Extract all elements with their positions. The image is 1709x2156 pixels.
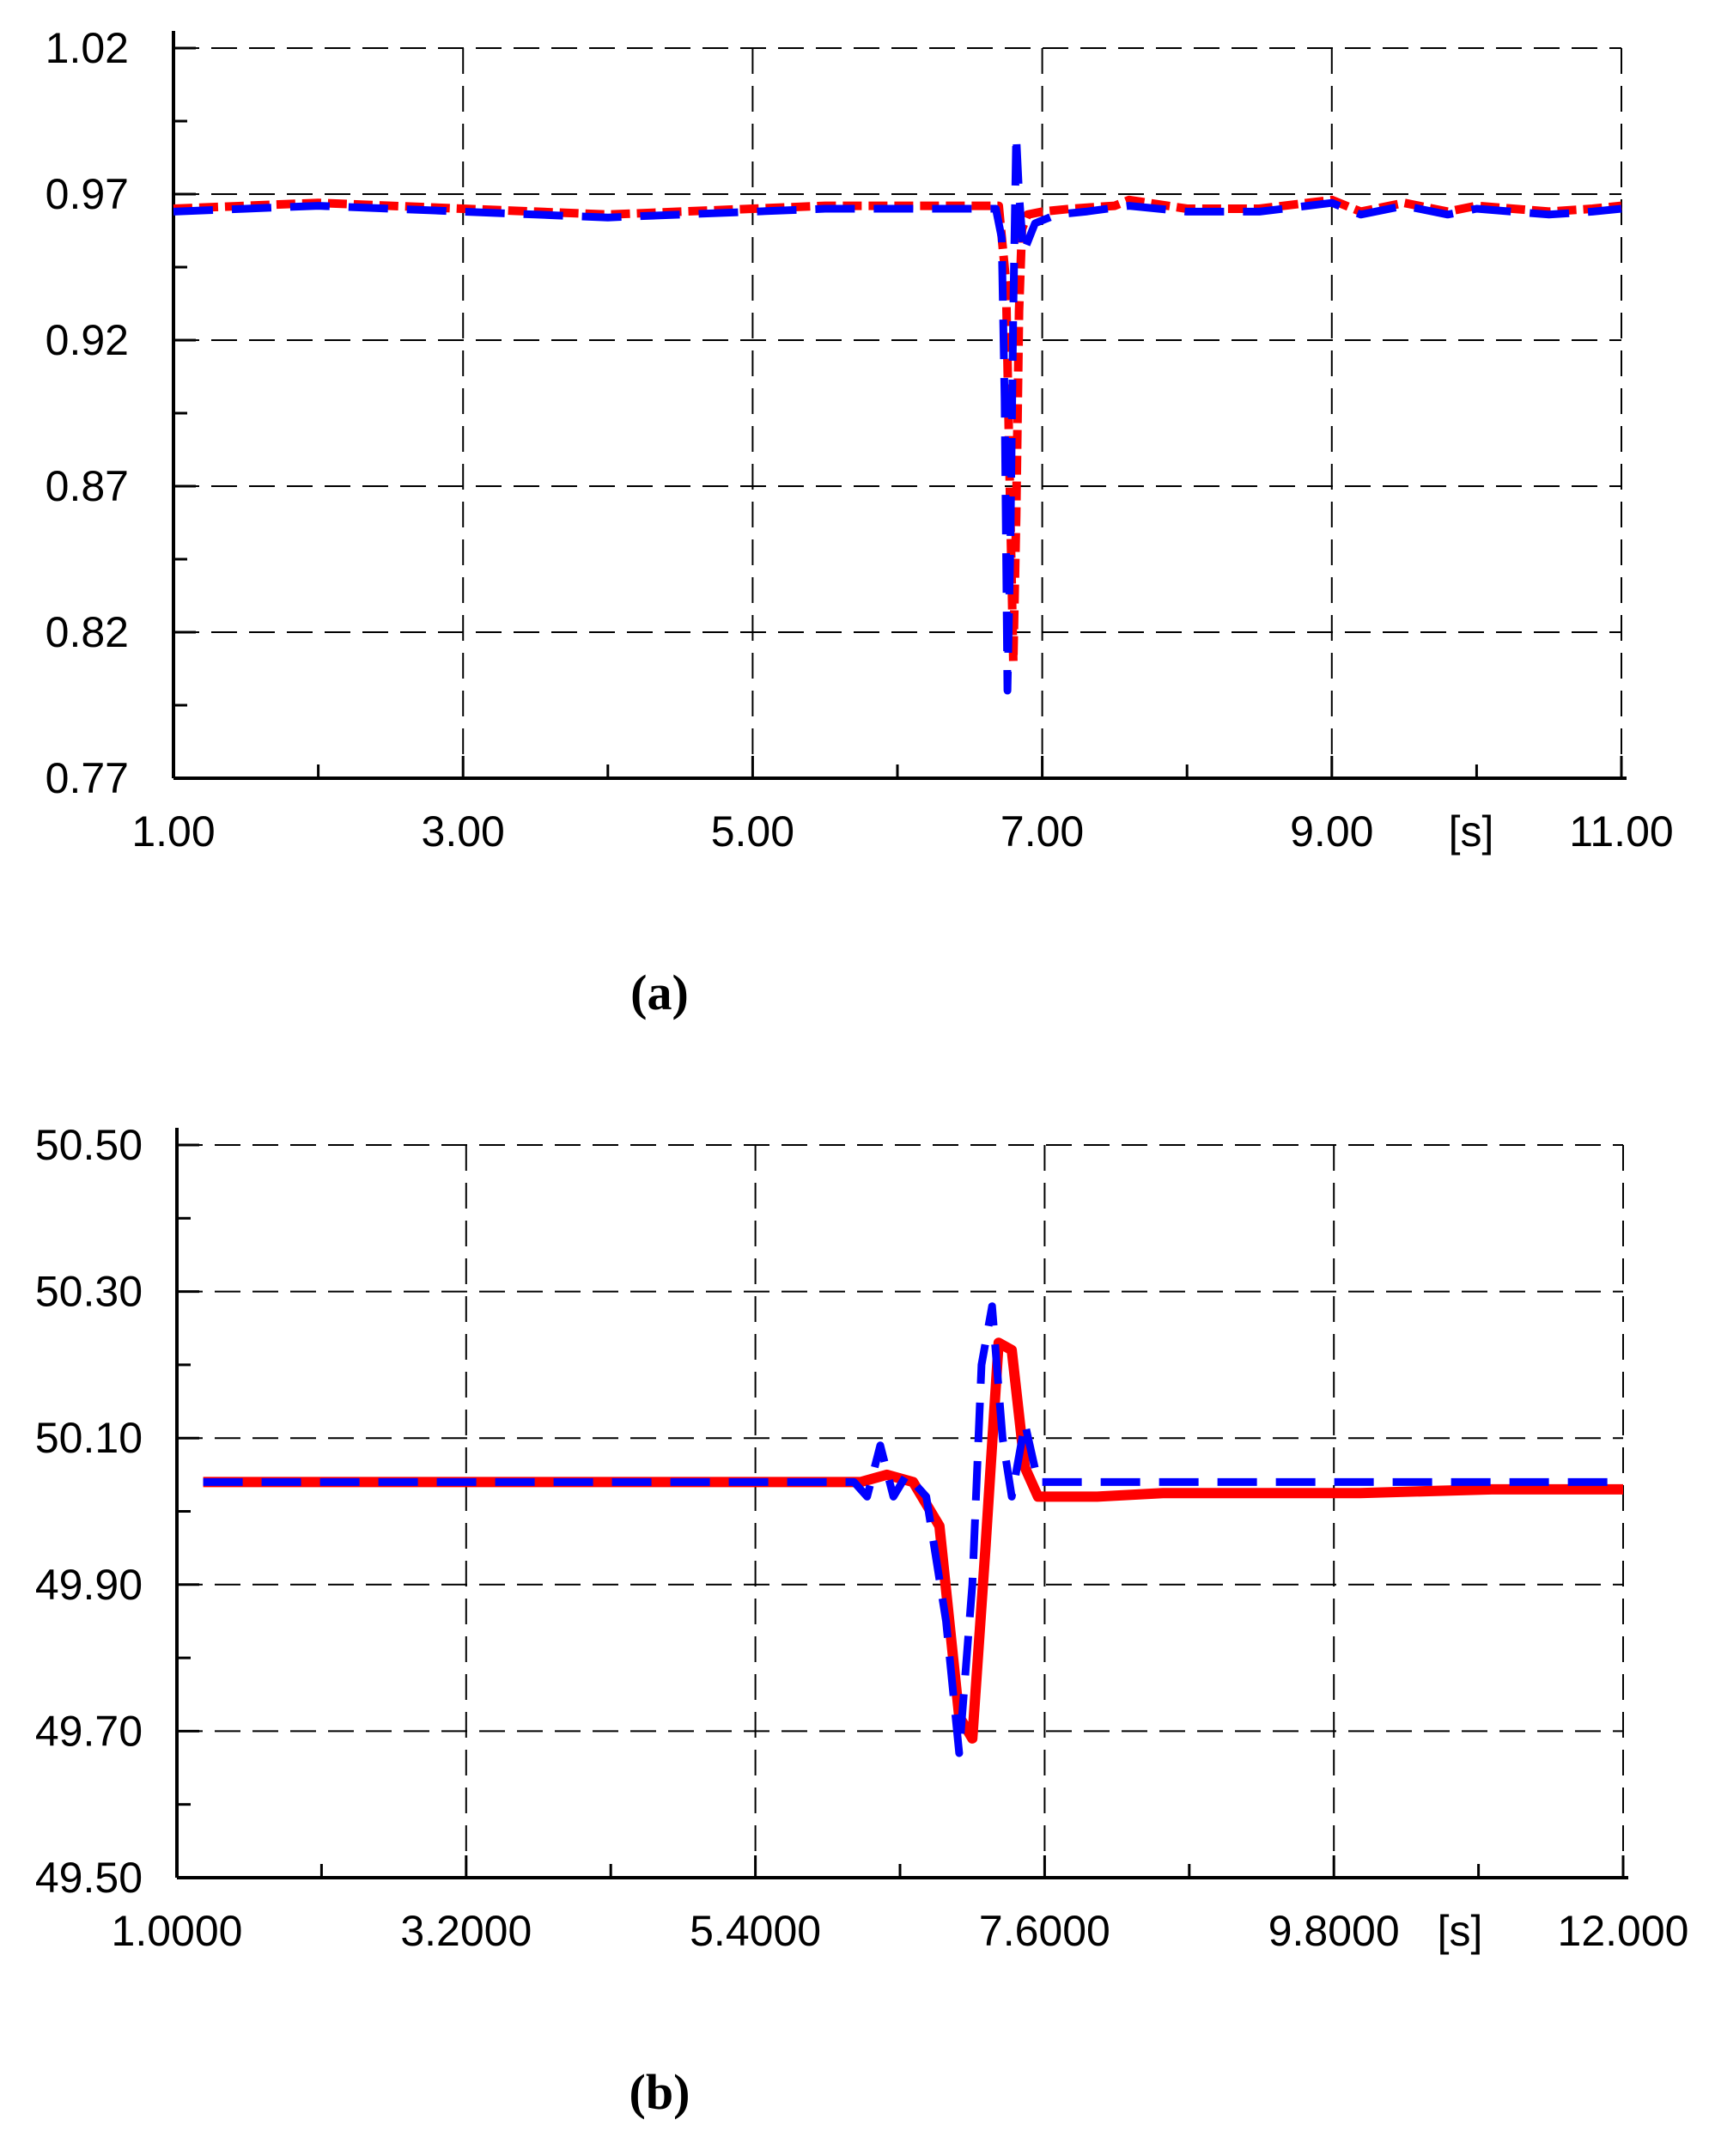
x-tick-label: 5.00 bbox=[711, 807, 794, 856]
y-tick-label: 49.50 bbox=[35, 1854, 143, 1902]
series-line-2 bbox=[173, 131, 1622, 695]
y-tick-label: 49.90 bbox=[35, 1561, 143, 1609]
series-line-1 bbox=[203, 1337, 1623, 1744]
x-tick-label: 3.2000 bbox=[400, 1907, 532, 1955]
x-tick-label: 9.00 bbox=[1290, 807, 1373, 856]
x-tick-label: 5.4000 bbox=[690, 1907, 821, 1955]
series-line-1 bbox=[173, 195, 1622, 666]
panel-label: (b) bbox=[629, 2064, 690, 2120]
x-tick-label: 1.00 bbox=[131, 807, 215, 856]
panel-label: (a) bbox=[630, 965, 689, 1020]
y-tick-label: 0.97 bbox=[46, 170, 129, 218]
y-tick-label: 0.77 bbox=[46, 754, 129, 802]
y-tick-label: 0.82 bbox=[46, 608, 129, 656]
chart-a: 1.00 3.00 5.00 7.00 9.00 11.00 0.77 0.82 0.87 0.9… bbox=[46, 24, 1674, 1020]
x-tick-label: 9.8000 bbox=[1268, 1907, 1400, 1955]
x-unit-label: [s] bbox=[1438, 1907, 1483, 1955]
x-tick-label: 12.000 bbox=[1558, 1907, 1689, 1955]
y-tick-label: 50.30 bbox=[35, 1268, 143, 1316]
y-tick-label: 50.10 bbox=[35, 1414, 143, 1462]
chart-b: 1.0000 3.2000 5.4000 7.6000 9.8000 12.000 49.5… bbox=[35, 1121, 1689, 2120]
y-tick-label: 0.92 bbox=[46, 316, 129, 364]
x-unit-label: [s] bbox=[1449, 807, 1494, 856]
x-tick-label: 11.00 bbox=[1569, 807, 1673, 856]
y-tick-label: 49.70 bbox=[35, 1707, 143, 1755]
x-tick-label: 7.6000 bbox=[979, 1907, 1110, 1955]
x-tick-label: 7.00 bbox=[1000, 807, 1084, 856]
series-line-2 bbox=[203, 1302, 1623, 1757]
x-tick-label: 3.00 bbox=[422, 807, 505, 856]
y-tick-label: 50.50 bbox=[35, 1121, 143, 1169]
y-tick-label: 1.02 bbox=[46, 24, 129, 72]
y-tick-label: 0.87 bbox=[46, 462, 129, 510]
x-tick-label: 1.0000 bbox=[112, 1907, 243, 1955]
